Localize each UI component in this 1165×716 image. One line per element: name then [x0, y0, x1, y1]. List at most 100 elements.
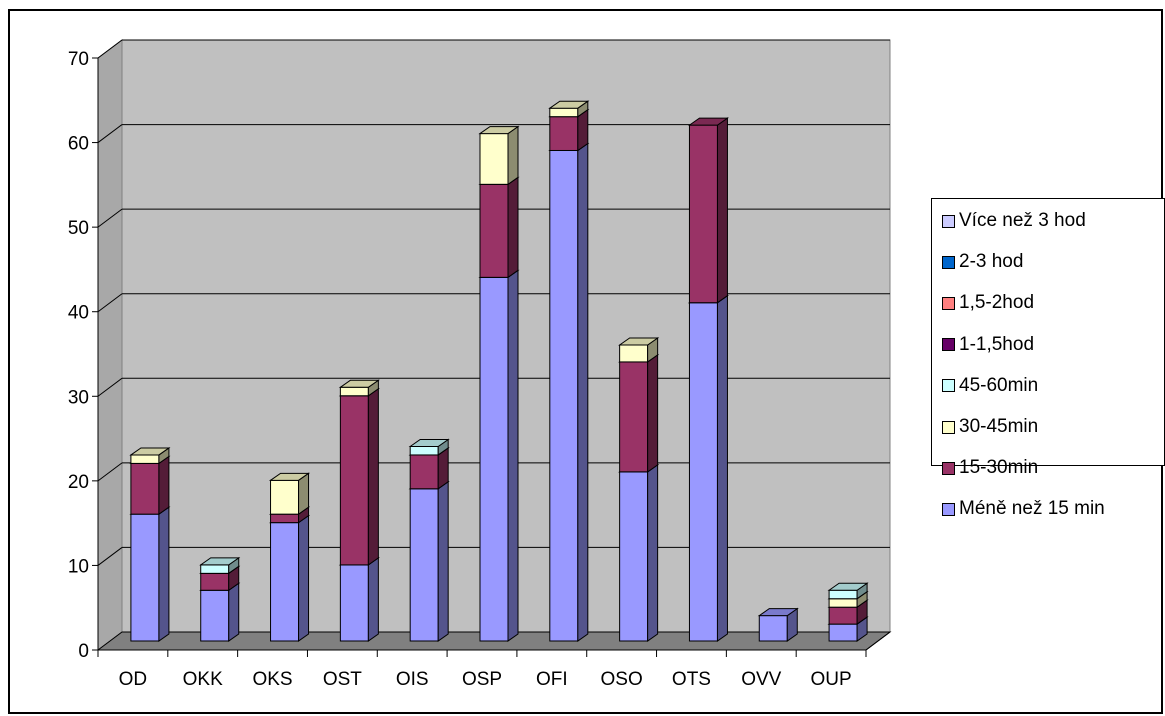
legend-swatch: [942, 379, 955, 392]
bar-side: [717, 118, 727, 303]
bar-front: [620, 345, 648, 362]
bar-front: [131, 514, 159, 641]
bar-segment: [410, 482, 448, 641]
bar-segment: [340, 389, 378, 565]
legend-label: 45-60min: [959, 375, 1038, 397]
y-tick-label: 50: [68, 218, 89, 239]
legend-swatch: [942, 338, 955, 351]
y-tick-label: 40: [68, 303, 89, 324]
legend-label: 1,5-2hod: [959, 292, 1034, 314]
legend-swatch: [942, 421, 955, 434]
bar-front: [340, 396, 368, 565]
bar-side: [368, 389, 378, 565]
legend-item: Méně než 15 min: [942, 497, 1105, 521]
bar-front: [201, 590, 229, 641]
bar-front: [480, 277, 508, 641]
bar-segment: [271, 473, 309, 514]
bar-front: [410, 489, 438, 641]
bar-front: [201, 565, 229, 573]
bar-front: [759, 616, 787, 641]
legend-item: Více než 3 hod: [942, 209, 1086, 233]
y-tick-label: 30: [68, 387, 89, 408]
legend-item: 2-3 hod: [942, 250, 1023, 274]
legend-swatch: [942, 503, 955, 516]
bar-segment: [550, 143, 588, 641]
x-tick-label: OUP: [810, 669, 851, 690]
legend-item: 30-45min: [942, 415, 1038, 439]
x-tick-label: OTS: [672, 669, 711, 690]
bar-front: [620, 362, 648, 472]
bar-front: [131, 463, 159, 514]
bar-front: [689, 303, 717, 641]
bar-segment: [689, 296, 727, 641]
bar-segment: [480, 177, 518, 277]
bar-front: [829, 607, 857, 624]
bar-front: [829, 590, 857, 598]
bar-segment: [689, 118, 727, 303]
legend-swatch: [942, 297, 955, 310]
bar-side: [299, 516, 309, 641]
bar-segment: [201, 583, 239, 641]
legend-label: Více než 3 hod: [959, 210, 1086, 232]
bar-side: [508, 177, 518, 277]
bar-segment: [131, 456, 169, 514]
bar-front: [829, 599, 857, 607]
legend-label: 1-1,5hod: [959, 334, 1034, 356]
bar-side: [368, 558, 378, 641]
legend-item: 45-60min: [942, 374, 1038, 398]
x-tick-label: OD: [119, 669, 148, 690]
x-tick-label: OKK: [183, 669, 223, 690]
x-tick-label: OST: [323, 669, 362, 690]
bar-front: [620, 472, 648, 641]
legend-item: 15-30min: [942, 456, 1038, 480]
bar-segment: [480, 127, 518, 185]
bar-side: [159, 507, 169, 641]
bar-front: [550, 117, 578, 151]
bar-side: [438, 482, 448, 641]
bar-front: [689, 125, 717, 303]
bar-front: [131, 455, 159, 463]
x-tick-label: OSP: [462, 669, 502, 690]
legend-item: 1,5-2hod: [942, 291, 1034, 315]
bar-front: [550, 108, 578, 116]
legend-item: 1-1,5hod: [942, 333, 1034, 357]
bar-front: [271, 514, 299, 522]
x-tick-label: OKS: [252, 669, 292, 690]
bar-side: [717, 296, 727, 641]
y-tick-label: 60: [68, 134, 89, 155]
bar-front: [340, 387, 368, 395]
bar-front: [410, 455, 438, 489]
bar-segment: [759, 609, 797, 641]
bar-front: [550, 150, 578, 641]
bar-front: [271, 523, 299, 641]
bar-front: [480, 184, 508, 277]
bar-front: [201, 573, 229, 590]
bar-front: [410, 446, 438, 454]
bar-segment: [340, 558, 378, 641]
x-tick-label: OFI: [536, 669, 568, 690]
bar-front: [340, 565, 368, 641]
legend: Více než 3 hod 2-3 hod 1,5-2hod 1-1,5hod 45-…: [931, 198, 1165, 466]
legend-swatch: [942, 256, 955, 269]
bar-front: [829, 624, 857, 641]
bar-side: [508, 270, 518, 641]
bar-segment: [620, 465, 658, 641]
legend-swatch: [942, 462, 955, 475]
bar-front: [271, 480, 299, 514]
legend-label: 30-45min: [959, 416, 1038, 438]
bar-side: [508, 127, 518, 185]
bar-segment: [620, 338, 658, 362]
y-tick-label: 10: [68, 556, 89, 577]
x-tick-label: OVV: [741, 669, 781, 690]
bar-segment: [131, 507, 169, 641]
y-tick-label: 20: [68, 472, 89, 493]
y-tick-label: 70: [68, 49, 89, 70]
legend-label: 2-3 hod: [959, 251, 1023, 273]
x-tick-label: OSO: [601, 669, 643, 690]
bar-side: [229, 583, 239, 641]
bar-front: [480, 134, 508, 185]
legend-swatch: [942, 215, 955, 228]
bar-segment: [480, 270, 518, 641]
legend-label: 15-30min: [959, 457, 1038, 479]
bar-side: [159, 456, 169, 514]
